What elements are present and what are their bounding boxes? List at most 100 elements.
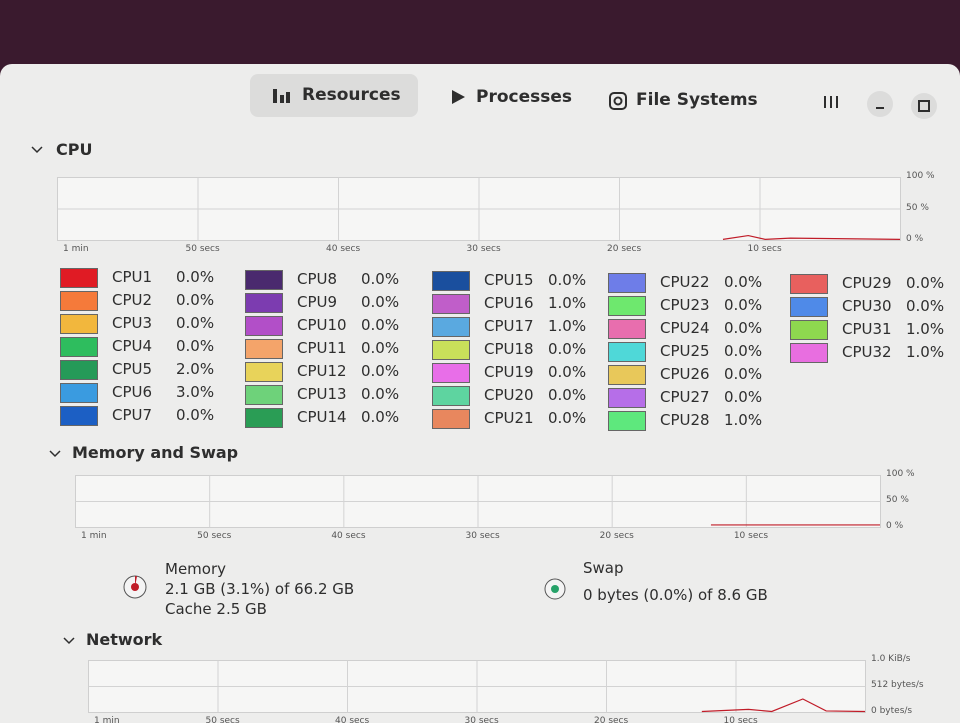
cpu-name: CPU16	[484, 294, 534, 312]
tab[interactable]: Resources	[302, 85, 401, 105]
cpu-usage: 0.0%	[548, 271, 587, 289]
x-axis-label: 50 secs	[185, 244, 220, 254]
cpu-name: CPU4	[112, 337, 153, 355]
active-tab-bg	[250, 74, 418, 117]
color-swatch	[432, 317, 470, 337]
color-swatch	[608, 387, 646, 408]
color-swatch	[60, 291, 98, 311]
x-axis-label: 50 secs	[205, 716, 240, 723]
x-axis-label: 1 min	[94, 716, 120, 723]
cpu-usage: 1.0%	[548, 317, 587, 335]
cpu-name: CPU29	[842, 274, 892, 292]
x-axis-label: 30 secs	[464, 716, 499, 723]
cpu-name: CPU14	[297, 407, 347, 426]
cpu-name: CPU15	[484, 271, 534, 289]
color-swatch	[245, 315, 283, 336]
cpu-name: CPU30	[842, 297, 892, 315]
cpu-name: CPU7	[112, 406, 153, 424]
cpu-usage: 0.0%	[361, 338, 400, 357]
resources-icon	[273, 89, 290, 103]
cpu-usage: 0.0%	[361, 407, 400, 426]
cpu-usage: 0.0%	[176, 268, 215, 286]
swap-pie	[544, 578, 566, 600]
x-axis-label: 1 min	[63, 244, 89, 254]
graph-area	[57, 177, 901, 241]
cpu-usage: 0.0%	[724, 341, 763, 360]
cpu-name: CPU28	[660, 410, 710, 429]
cpu-usage: 0.0%	[548, 409, 587, 427]
expander[interactable]	[62, 635, 76, 647]
cpu-name: CPU2	[112, 291, 153, 309]
cpu-name: CPU3	[112, 314, 153, 332]
x-axis-label: 10 secs	[747, 244, 782, 254]
y-axis-label: 512 bytes/s	[871, 680, 924, 690]
color-swatch	[432, 271, 470, 291]
color-swatch	[608, 272, 646, 293]
cpu-usage: 0.0%	[361, 315, 400, 334]
color-swatch	[245, 292, 283, 313]
color-swatch	[432, 294, 470, 314]
color-swatch	[245, 338, 283, 359]
menu-button[interactable]	[822, 94, 840, 110]
cpu-name: CPU19	[484, 363, 534, 381]
memory-label: Memory	[165, 560, 227, 578]
filesystems-icon	[609, 92, 627, 110]
tab[interactable]: Processes	[476, 87, 573, 107]
expander[interactable]	[48, 448, 62, 460]
color-swatch	[60, 360, 98, 380]
color-swatch	[790, 343, 828, 363]
color-swatch	[432, 409, 470, 429]
maximize-button[interactable]	[910, 92, 938, 120]
cpu-name: CPU13	[297, 384, 347, 403]
color-swatch	[245, 361, 283, 382]
cpu-usage: 0.0%	[724, 318, 763, 337]
cpu-usage: 0.0%	[724, 272, 763, 291]
y-axis-label: 100 %	[906, 171, 935, 181]
swap-label: Swap	[583, 559, 624, 577]
color-swatch	[60, 406, 98, 426]
cpu-name: CPU20	[484, 386, 534, 404]
cpu-name: CPU25	[660, 341, 710, 360]
tab[interactable]: File Systems	[636, 90, 758, 110]
y-axis-label: 0 %	[906, 234, 924, 244]
cpu-usage: 2.0%	[176, 360, 215, 378]
cpu-usage: 0.0%	[361, 361, 400, 380]
section-title: CPU	[56, 140, 93, 159]
color-swatch	[245, 384, 283, 405]
color-swatch	[245, 269, 283, 290]
color-swatch	[60, 337, 98, 357]
cpu-name: CPU21	[484, 409, 534, 427]
cpu-usage: 0.0%	[548, 363, 587, 381]
cpu-name: CPU32	[842, 343, 892, 361]
minimize-button[interactable]	[866, 90, 894, 118]
cpu-usage: 0.0%	[361, 292, 400, 311]
section-title: Memory and Swap	[72, 443, 239, 462]
graph-line	[722, 234, 901, 240]
color-swatch	[432, 340, 470, 360]
swap-usage: 0 bytes (0.0%) of 8.6 GB	[583, 586, 768, 604]
cpu-name: CPU10	[297, 315, 347, 334]
x-axis-label: 10 secs	[733, 531, 769, 541]
x-axis-label: 20 secs	[594, 716, 629, 723]
x-axis-label: 50 secs	[197, 531, 232, 541]
color-swatch	[790, 297, 828, 317]
cpu-name: CPU23	[660, 295, 710, 314]
cpu-name: CPU17	[484, 317, 534, 335]
cpu-usage: 0.0%	[361, 269, 400, 288]
cpu-name: CPU5	[112, 360, 153, 378]
color-swatch	[790, 274, 828, 294]
x-axis-label: 40 secs	[335, 716, 370, 723]
y-axis-label: 0 bytes/s	[871, 706, 913, 716]
processes-icon	[452, 90, 465, 104]
cpu-name: CPU6	[112, 383, 153, 401]
graph-area	[88, 660, 866, 713]
color-swatch	[608, 295, 646, 316]
expander[interactable]	[30, 144, 44, 156]
cpu-usage: 0.0%	[906, 274, 945, 292]
y-axis-label: 0 %	[886, 521, 904, 531]
memory-cache: Cache 2.5 GB	[165, 600, 267, 618]
memory-usage: 2.1 GB (3.1%) of 66.2 GB	[165, 580, 355, 598]
y-axis-label: 50 %	[906, 202, 929, 213]
cpu-usage: 0.0%	[724, 364, 763, 383]
